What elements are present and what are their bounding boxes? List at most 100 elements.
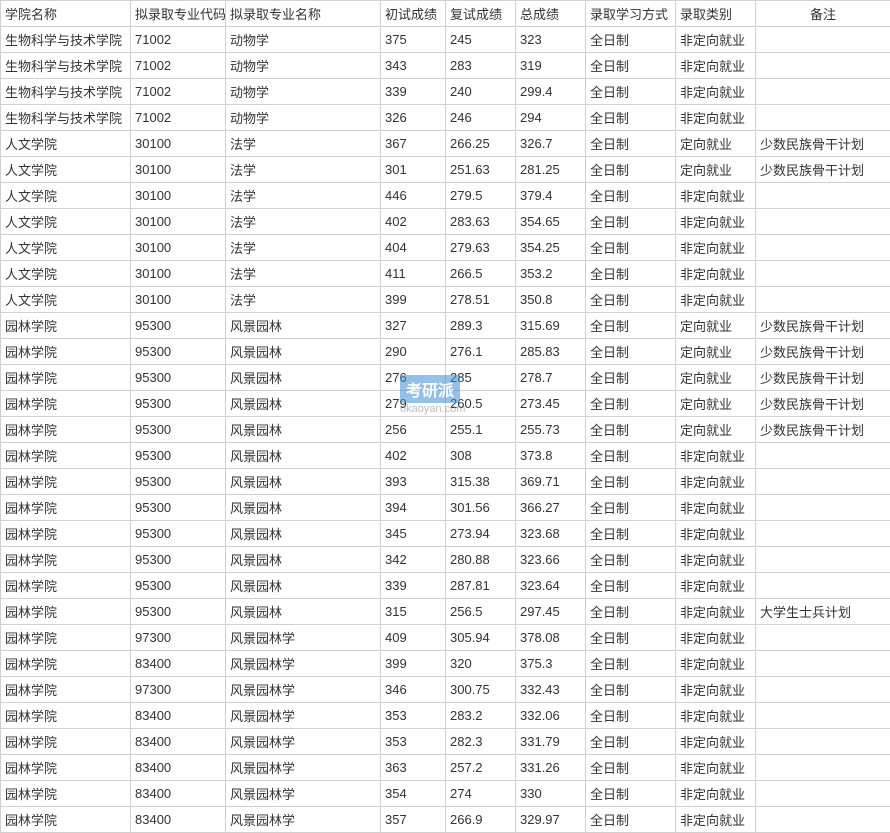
table-row: 园林学院95300风景园林276285278.7全日制定向就业少数民族骨干计划 xyxy=(1,365,890,391)
col-header-code: 拟录取专业代码 xyxy=(131,1,226,27)
cell-category: 非定向就业 xyxy=(676,27,756,53)
cell-remark xyxy=(756,573,890,599)
cell-mode: 全日制 xyxy=(586,183,676,209)
cell-total: 373.8 xyxy=(516,443,586,469)
table-row: 园林学院95300风景园林394301.56366.27全日制非定向就业 xyxy=(1,495,890,521)
table-row: 生物科学与技术学院71002动物学326246294全日制非定向就业 xyxy=(1,105,890,131)
cell-mode: 全日制 xyxy=(586,313,676,339)
cell-code: 71002 xyxy=(131,53,226,79)
cell-code: 97300 xyxy=(131,625,226,651)
cell-mode: 全日制 xyxy=(586,807,676,833)
cell-major: 风景园林学 xyxy=(226,677,381,703)
cell-score2: 274 xyxy=(446,781,516,807)
cell-total: 378.08 xyxy=(516,625,586,651)
cell-category: 非定向就业 xyxy=(676,261,756,287)
cell-major: 风景园林学 xyxy=(226,729,381,755)
cell-total: 375.3 xyxy=(516,651,586,677)
cell-code: 97300 xyxy=(131,677,226,703)
cell-code: 95300 xyxy=(131,547,226,573)
cell-code: 95300 xyxy=(131,313,226,339)
cell-remark xyxy=(756,183,890,209)
table-row: 园林学院95300风景园林256255.1255.73全日制定向就业少数民族骨干… xyxy=(1,417,890,443)
cell-mode: 全日制 xyxy=(586,209,676,235)
cell-code: 83400 xyxy=(131,781,226,807)
cell-total: 329.97 xyxy=(516,807,586,833)
cell-score2: 245 xyxy=(446,27,516,53)
cell-remark xyxy=(756,469,890,495)
cell-major: 法学 xyxy=(226,131,381,157)
cell-category: 非定向就业 xyxy=(676,547,756,573)
cell-score2: 279.5 xyxy=(446,183,516,209)
cell-score2: 273.94 xyxy=(446,521,516,547)
cell-score1: 399 xyxy=(381,287,446,313)
cell-total: 354.25 xyxy=(516,235,586,261)
cell-total: 323.68 xyxy=(516,521,586,547)
cell-college: 园林学院 xyxy=(1,339,131,365)
cell-code: 71002 xyxy=(131,79,226,105)
cell-total: 297.45 xyxy=(516,599,586,625)
cell-college: 生物科学与技术学院 xyxy=(1,27,131,53)
cell-category: 定向就业 xyxy=(676,417,756,443)
cell-code: 95300 xyxy=(131,365,226,391)
col-header-remark: 备注 xyxy=(756,1,890,27)
cell-score1: 339 xyxy=(381,573,446,599)
cell-mode: 全日制 xyxy=(586,651,676,677)
col-header-score2: 复试成绩 xyxy=(446,1,516,27)
cell-category: 非定向就业 xyxy=(676,105,756,131)
cell-score2: 256.5 xyxy=(446,599,516,625)
cell-score1: 394 xyxy=(381,495,446,521)
cell-score2: 283.63 xyxy=(446,209,516,235)
table-row: 园林学院83400风景园林学357266.9329.97全日制非定向就业 xyxy=(1,807,890,833)
cell-code: 95300 xyxy=(131,391,226,417)
cell-college: 园林学院 xyxy=(1,417,131,443)
cell-total: 278.7 xyxy=(516,365,586,391)
cell-mode: 全日制 xyxy=(586,53,676,79)
cell-code: 95300 xyxy=(131,573,226,599)
cell-major: 风景园林 xyxy=(226,547,381,573)
table-row: 生物科学与技术学院71002动物学343283319全日制非定向就业 xyxy=(1,53,890,79)
cell-mode: 全日制 xyxy=(586,339,676,365)
col-header-college: 学院名称 xyxy=(1,1,131,27)
cell-college: 人文学院 xyxy=(1,183,131,209)
cell-mode: 全日制 xyxy=(586,599,676,625)
cell-remark xyxy=(756,521,890,547)
cell-category: 非定向就业 xyxy=(676,443,756,469)
cell-mode: 全日制 xyxy=(586,287,676,313)
cell-total: 281.25 xyxy=(516,157,586,183)
cell-college: 园林学院 xyxy=(1,677,131,703)
table-row: 园林学院95300风景园林279260.5273.45全日制定向就业少数民族骨干… xyxy=(1,391,890,417)
cell-score2: 240 xyxy=(446,79,516,105)
cell-category: 非定向就业 xyxy=(676,651,756,677)
table-row: 园林学院95300风景园林315256.5297.45全日制非定向就业大学生士兵… xyxy=(1,599,890,625)
cell-college: 园林学院 xyxy=(1,625,131,651)
cell-score2: 315.38 xyxy=(446,469,516,495)
col-header-total: 总成绩 xyxy=(516,1,586,27)
cell-score1: 409 xyxy=(381,625,446,651)
cell-major: 风景园林 xyxy=(226,573,381,599)
cell-category: 非定向就业 xyxy=(676,807,756,833)
admission-table: 学院名称拟录取专业代码拟录取专业名称初试成绩复试成绩总成绩录取学习方式录取类别备… xyxy=(0,0,890,833)
cell-score1: 315 xyxy=(381,599,446,625)
cell-mode: 全日制 xyxy=(586,27,676,53)
cell-mode: 全日制 xyxy=(586,157,676,183)
cell-category: 非定向就业 xyxy=(676,573,756,599)
cell-score1: 353 xyxy=(381,729,446,755)
cell-total: 330 xyxy=(516,781,586,807)
table-row: 人文学院30100法学404279.63354.25全日制非定向就业 xyxy=(1,235,890,261)
cell-remark: 少数民族骨干计划 xyxy=(756,131,890,157)
cell-code: 95300 xyxy=(131,599,226,625)
cell-code: 95300 xyxy=(131,339,226,365)
table-wrap: 学院名称拟录取专业代码拟录取专业名称初试成绩复试成绩总成绩录取学习方式录取类别备… xyxy=(0,0,890,833)
cell-major: 风景园林学 xyxy=(226,651,381,677)
table-row: 生物科学与技术学院71002动物学375245323全日制非定向就业 xyxy=(1,27,890,53)
cell-total: 366.27 xyxy=(516,495,586,521)
cell-mode: 全日制 xyxy=(586,235,676,261)
cell-category: 非定向就业 xyxy=(676,183,756,209)
cell-college: 人文学院 xyxy=(1,157,131,183)
cell-category: 非定向就业 xyxy=(676,703,756,729)
cell-score2: 246 xyxy=(446,105,516,131)
cell-total: 332.43 xyxy=(516,677,586,703)
cell-score1: 367 xyxy=(381,131,446,157)
cell-category: 非定向就业 xyxy=(676,235,756,261)
cell-college: 园林学院 xyxy=(1,365,131,391)
